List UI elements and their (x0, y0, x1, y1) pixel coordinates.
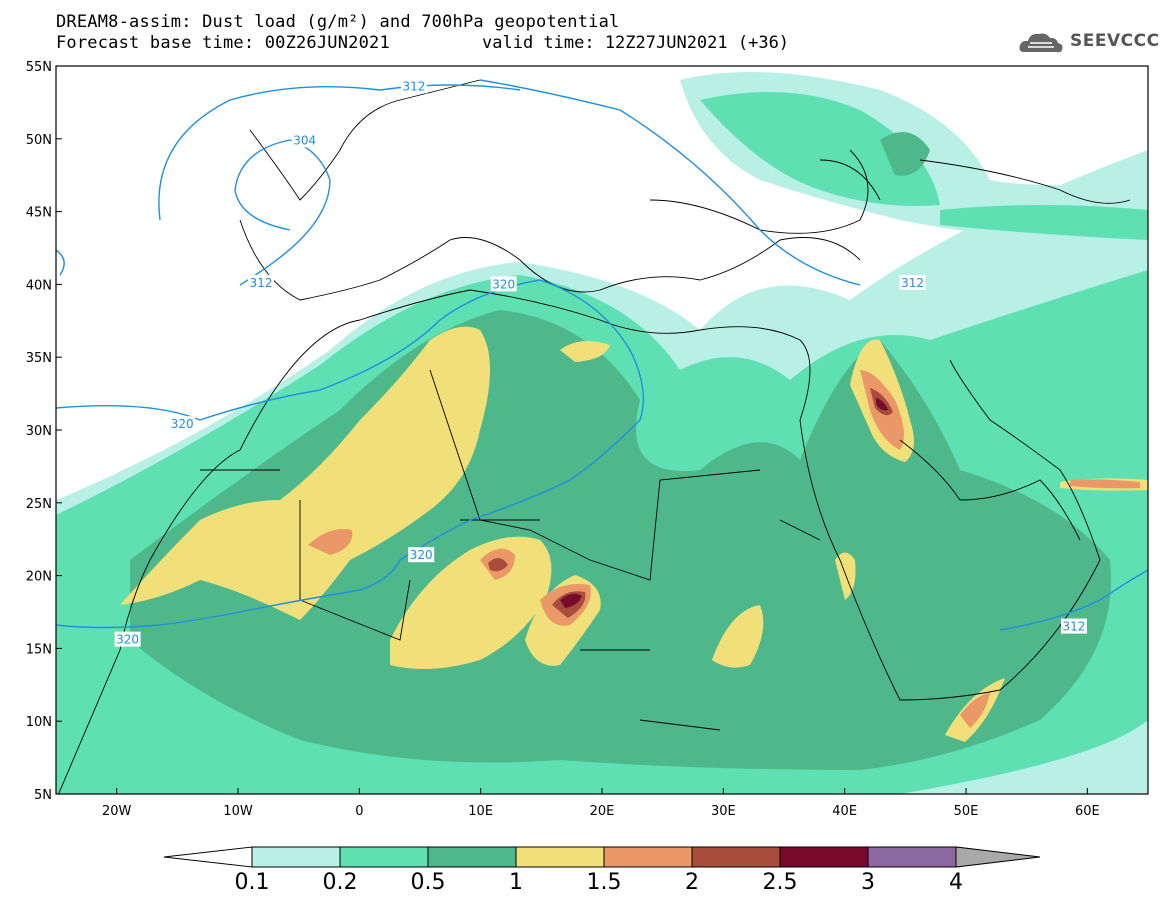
lat-tick-label: 25N (26, 497, 52, 512)
lon-tick-label: 10W (223, 804, 253, 819)
colorbar-label: 3 (861, 870, 875, 895)
lon-tick-label: 50E (954, 804, 979, 819)
contour-label: 312 (1063, 620, 1086, 634)
lat-tick-label: 40N (26, 278, 52, 293)
contour-label: 312 (402, 79, 425, 93)
map-title: DREAM8-assim: Dust load (g/m²) and 700hP… (56, 12, 620, 32)
colorbar-swatch (867, 846, 957, 868)
lon-tick-label: 0 (355, 804, 363, 819)
contour-label: 320 (171, 417, 194, 431)
lat-tick-label: 15N (26, 642, 52, 657)
colorbar-swatch (691, 846, 781, 868)
contour-label: 312 (250, 276, 273, 290)
geopotential-contours (56, 79, 1148, 631)
valid-time: valid time: 12Z27JUN2021 (+36) (482, 33, 790, 53)
colorbar-label: 4 (949, 870, 963, 895)
lon-tick-label: 20E (590, 804, 615, 819)
contour-label-bg (1060, 618, 1087, 634)
contour-label-bg (400, 78, 427, 94)
contour-label-bg (248, 274, 275, 290)
cloud-logo-icon (1019, 33, 1063, 53)
lon-tick-label: 20W (102, 804, 132, 819)
lat-tick-label: 10N (26, 715, 52, 730)
colorbar-label: 2 (685, 870, 699, 895)
lon-tick-label: 60E (1075, 804, 1100, 819)
contour-label: 320 (116, 633, 139, 647)
lon-tick-label: 10E (468, 804, 493, 819)
colorbar-arrow-high (955, 846, 1041, 868)
lon-tick-label: 40E (832, 804, 857, 819)
contour-label-bg (899, 274, 926, 290)
lon-tick-label: 30E (711, 804, 736, 819)
contour-label: 320 (492, 277, 515, 291)
lat-tick-label: 55N (26, 60, 52, 75)
colorbar-label: 0.2 (323, 870, 358, 895)
lat-tick-label: 20N (26, 570, 52, 585)
contour-label: 304 (293, 133, 316, 147)
forecast-base-time: Forecast base time: 00Z26JUN2021 (56, 33, 390, 53)
contour-label-bg (169, 416, 196, 432)
lat-tick-label: 30N (26, 424, 52, 439)
colorbar-swatch (339, 846, 429, 868)
contour-label: 320 (410, 548, 433, 562)
contour-label-bg (490, 276, 517, 292)
lat-tick-label: 5N (34, 788, 52, 803)
contour-labels: 312 304 312 320 312 320 320 312 320 (114, 78, 1087, 647)
colorbar-swatch (427, 846, 517, 868)
colorbar-arrow-low (163, 846, 253, 868)
contour-label: 312 (901, 276, 924, 290)
colorbar-label: 0.1 (235, 870, 270, 895)
lat-tick-label: 50N (26, 133, 52, 148)
coastlines (58, 79, 1131, 794)
contour-label-bg (291, 132, 318, 148)
colorbar: 0.1 0.2 0.5 1 1.5 2 2.5 3 4 (163, 846, 1041, 895)
colorbar-label: 1.5 (587, 870, 622, 895)
colorbar-label: 0.5 (411, 870, 446, 895)
dust-field (56, 66, 1148, 794)
colorbar-swatch (779, 846, 869, 868)
latitude-axis: 5N 10N 15N 20N 25N 30N 35N 40N 45N 50N 55N (26, 60, 62, 803)
longitude-axis: 20W 10W 0 10E 20E 30E 40E 50E 60E (102, 788, 1100, 819)
contour-label-bg (408, 547, 435, 563)
colorbar-swatch (515, 846, 605, 868)
colorbar-swatch (251, 846, 341, 868)
contour-label-bg (114, 631, 141, 647)
colorbar-label: 2.5 (763, 870, 798, 895)
colorbar-label: 1 (509, 870, 523, 895)
colorbar-swatch (603, 846, 693, 868)
lat-tick-label: 35N (26, 351, 52, 366)
logo-text: SEEVCCC (1070, 31, 1160, 51)
lat-tick-label: 45N (26, 206, 52, 221)
